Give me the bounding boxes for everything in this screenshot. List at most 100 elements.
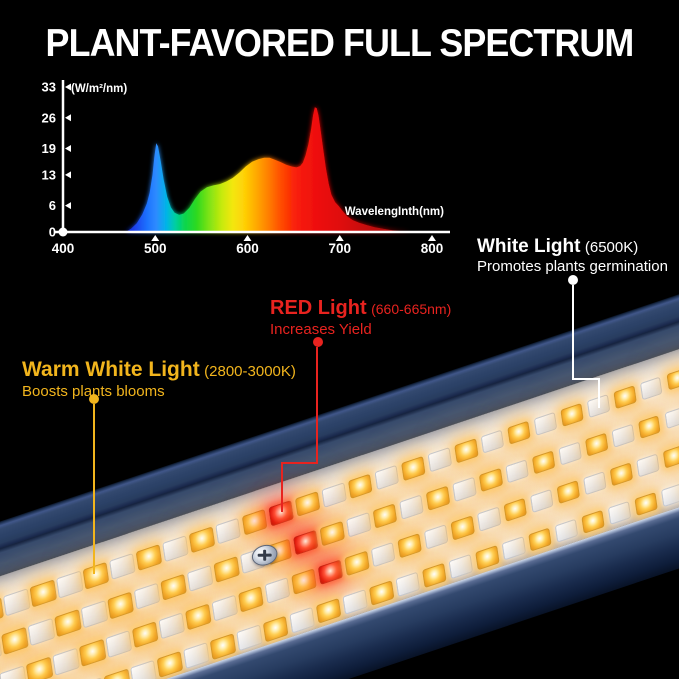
white-led xyxy=(448,553,473,579)
warm-led xyxy=(241,508,268,536)
callout-red-label: RED Light xyxy=(270,297,367,319)
callout-warm-text: Warm White Light (2800-3000K) Boosts pla… xyxy=(22,358,296,400)
warm-led xyxy=(82,561,110,590)
callout-white-desc: Promotes plants germination xyxy=(477,258,668,276)
red-led xyxy=(293,529,319,556)
white-led xyxy=(130,659,158,679)
callout-white-dot xyxy=(568,275,578,285)
white-led xyxy=(374,464,400,491)
white-led xyxy=(0,665,28,679)
white-led xyxy=(639,376,663,400)
svg-text:(W/m²/nm): (W/m²/nm) xyxy=(71,83,127,95)
svg-text:WavelengInth(nm): WavelengInth(nm) xyxy=(345,206,444,218)
warm-led xyxy=(185,603,212,631)
white-led xyxy=(480,429,505,454)
white-led xyxy=(452,476,477,502)
warm-led xyxy=(29,579,57,608)
red-led xyxy=(317,559,344,586)
white-led xyxy=(636,453,660,478)
warm-led xyxy=(25,656,54,679)
white-led xyxy=(660,483,679,507)
callout-white-detail: (6500K) xyxy=(584,239,639,256)
warm-led xyxy=(368,580,394,606)
warm-led xyxy=(475,545,500,570)
warm-led xyxy=(315,597,342,625)
warm-led xyxy=(666,367,679,391)
warm-led xyxy=(319,520,345,547)
white-led xyxy=(607,500,632,525)
warm-led xyxy=(107,591,135,620)
white-led xyxy=(2,588,31,617)
warm-led xyxy=(238,585,265,613)
white-led xyxy=(109,552,136,581)
warm-led xyxy=(103,668,131,679)
warm-led xyxy=(188,526,215,554)
callout-red-detail: (660-665nm) xyxy=(371,301,452,317)
svg-text:800: 800 xyxy=(421,241,444,256)
white-led xyxy=(211,594,238,622)
warm-led xyxy=(450,515,475,541)
warm-led xyxy=(560,402,584,427)
callout-warm-dot xyxy=(89,394,99,404)
white-led xyxy=(52,647,80,676)
warm-led xyxy=(478,467,503,493)
callout-warm-label: Warm White Light xyxy=(22,358,200,381)
svg-text:19: 19 xyxy=(42,141,56,156)
white-led xyxy=(162,535,189,563)
white-led xyxy=(399,494,424,520)
svg-text:0: 0 xyxy=(49,225,56,240)
white-led xyxy=(530,488,554,514)
warm-led xyxy=(425,485,451,511)
warm-led xyxy=(397,532,423,559)
callout-red-desc: Increases Yield xyxy=(270,320,372,338)
warm-led xyxy=(78,638,107,667)
page-title-text: PLANT-FAVORED FULL SPECTRUM xyxy=(45,22,635,65)
warm-led xyxy=(609,462,633,487)
white-led xyxy=(427,447,452,472)
warm-led xyxy=(1,626,29,656)
warm-led xyxy=(634,492,658,516)
white-led xyxy=(342,589,368,616)
warm-led xyxy=(613,385,637,409)
callout-warm-desc: Boosts plants blooms xyxy=(22,382,165,400)
svg-text:700: 700 xyxy=(328,241,351,256)
white-led xyxy=(80,600,108,629)
svg-text:500: 500 xyxy=(144,241,167,256)
white-led xyxy=(501,536,526,561)
warm-led xyxy=(638,415,661,439)
warm-led xyxy=(503,497,528,523)
warm-led xyxy=(294,491,321,518)
white-led xyxy=(395,571,421,598)
warm-led xyxy=(422,562,447,589)
warm-led xyxy=(344,550,370,577)
warm-led xyxy=(401,455,426,482)
white-led xyxy=(505,459,530,484)
warm-led xyxy=(131,621,159,649)
white-led xyxy=(215,517,242,545)
callout-warm-detail: (2800-3000K) xyxy=(204,363,296,380)
white-led xyxy=(533,411,558,436)
callout-white-label: White Light xyxy=(477,236,581,257)
page-title: PLANT-FAVORED FULL SPECTRUM xyxy=(0,22,679,66)
warm-led xyxy=(213,556,240,583)
warm-led xyxy=(528,527,553,552)
white-led xyxy=(186,564,214,592)
white-led xyxy=(611,423,635,448)
warm-led xyxy=(585,432,609,457)
white-led xyxy=(27,617,56,647)
warm-led xyxy=(291,568,317,595)
white-led xyxy=(664,406,679,430)
white-led xyxy=(346,512,372,538)
warm-led xyxy=(348,473,373,500)
warm-led xyxy=(160,573,187,601)
red-led xyxy=(268,499,294,527)
white-led xyxy=(583,471,607,496)
warm-led xyxy=(507,420,531,445)
white-led xyxy=(158,612,186,640)
white-led xyxy=(105,629,133,658)
white-led xyxy=(264,577,291,604)
led-light-bar xyxy=(0,99,679,679)
callout-red-text: RED Light (660-665nm) Increases Yield xyxy=(270,297,451,338)
warm-led xyxy=(454,438,479,464)
svg-text:400: 400 xyxy=(52,241,75,256)
